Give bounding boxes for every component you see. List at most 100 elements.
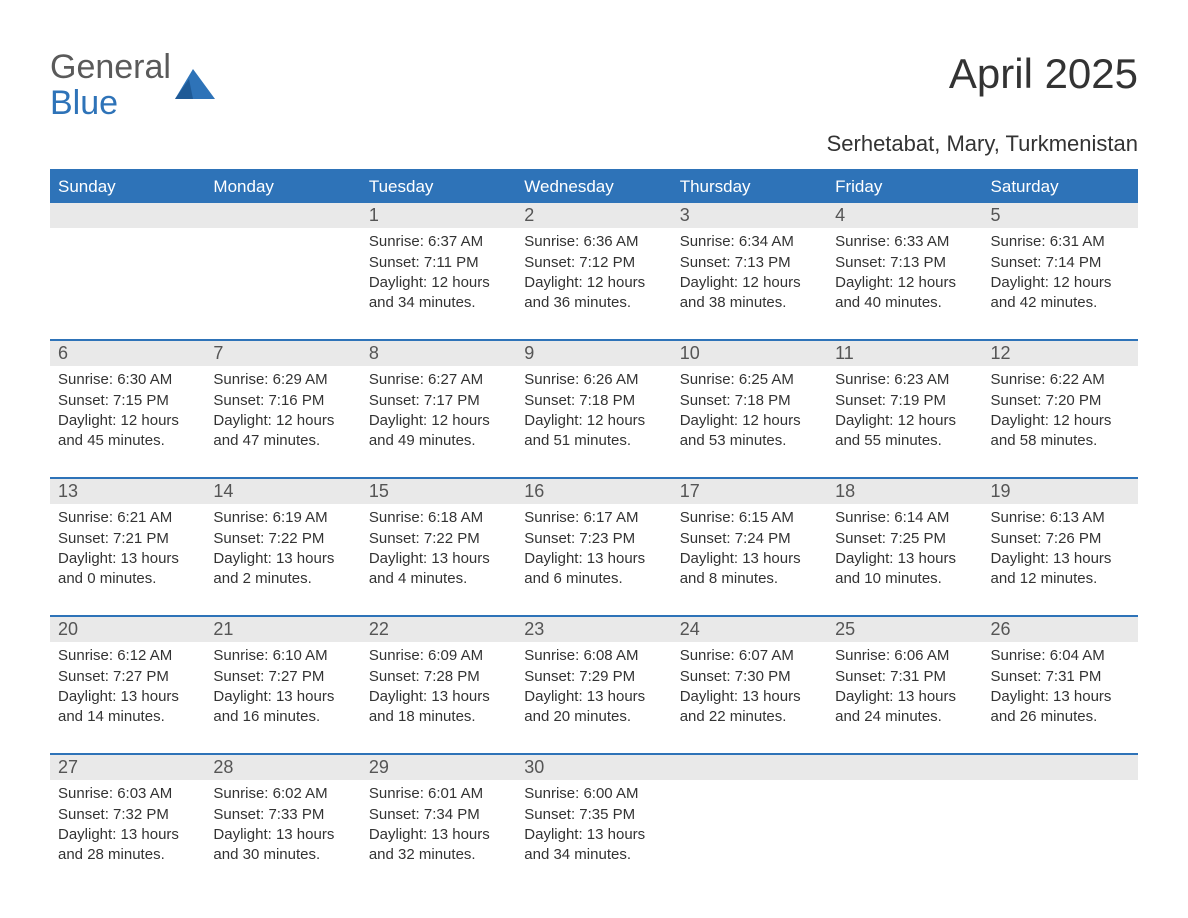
- sunrise-text: Sunrise: 6:12 AM: [58, 646, 197, 666]
- sunrise-text: Sunrise: 6:34 AM: [680, 232, 819, 252]
- day-header: Friday: [827, 171, 982, 203]
- day-header: Saturday: [983, 171, 1138, 203]
- day-number: 24: [672, 617, 827, 642]
- sunrise-text: Sunrise: 6:25 AM: [680, 370, 819, 390]
- daylight-text: Daylight: 12 hours and 53 minutes.: [680, 411, 819, 452]
- day-number: 14: [205, 479, 360, 504]
- day-number: 18: [827, 479, 982, 504]
- day-number: 6: [50, 341, 205, 366]
- day-number: 19: [983, 479, 1138, 504]
- daylight-text: Daylight: 13 hours and 12 minutes.: [991, 549, 1130, 590]
- daynum-row: 6789101112: [50, 341, 1138, 366]
- sunrise-text: Sunrise: 6:02 AM: [213, 784, 352, 804]
- day-cell: Sunrise: 6:27 AMSunset: 7:17 PMDaylight:…: [361, 366, 516, 465]
- day-cell: Sunrise: 6:14 AMSunset: 7:25 PMDaylight:…: [827, 504, 982, 603]
- sunrise-text: Sunrise: 6:27 AM: [369, 370, 508, 390]
- daylight-text: Daylight: 13 hours and 20 minutes.: [524, 687, 663, 728]
- day-cell: Sunrise: 6:25 AMSunset: 7:18 PMDaylight:…: [672, 366, 827, 465]
- daylight-text: Daylight: 12 hours and 42 minutes.: [991, 273, 1130, 314]
- day-cell: Sunrise: 6:12 AMSunset: 7:27 PMDaylight:…: [50, 642, 205, 741]
- day-header: Thursday: [672, 171, 827, 203]
- sunset-text: Sunset: 7:28 PM: [369, 667, 508, 687]
- sunset-text: Sunset: 7:20 PM: [991, 391, 1130, 411]
- sunset-text: Sunset: 7:25 PM: [835, 529, 974, 549]
- sunrise-text: Sunrise: 6:17 AM: [524, 508, 663, 528]
- day-cell: Sunrise: 6:02 AMSunset: 7:33 PMDaylight:…: [205, 780, 360, 879]
- sunrise-text: Sunrise: 6:01 AM: [369, 784, 508, 804]
- day-number: 7: [205, 341, 360, 366]
- day-number: 16: [516, 479, 671, 504]
- day-number: 28: [205, 755, 360, 780]
- sunset-text: Sunset: 7:11 PM: [369, 253, 508, 273]
- sunset-text: Sunset: 7:16 PM: [213, 391, 352, 411]
- day-number: [50, 203, 205, 228]
- day-cell: Sunrise: 6:37 AMSunset: 7:11 PMDaylight:…: [361, 228, 516, 327]
- sunrise-text: Sunrise: 6:07 AM: [680, 646, 819, 666]
- day-number: 2: [516, 203, 671, 228]
- sunset-text: Sunset: 7:23 PM: [524, 529, 663, 549]
- day-number: 11: [827, 341, 982, 366]
- week-row: 27282930Sunrise: 6:03 AMSunset: 7:32 PMD…: [50, 753, 1138, 879]
- sunrise-text: Sunrise: 6:26 AM: [524, 370, 663, 390]
- sunset-text: Sunset: 7:26 PM: [991, 529, 1130, 549]
- daylight-text: Daylight: 12 hours and 51 minutes.: [524, 411, 663, 452]
- sunset-text: Sunset: 7:33 PM: [213, 805, 352, 825]
- sunset-text: Sunset: 7:27 PM: [58, 667, 197, 687]
- daylight-text: Daylight: 12 hours and 36 minutes.: [524, 273, 663, 314]
- day-cell: Sunrise: 6:07 AMSunset: 7:30 PMDaylight:…: [672, 642, 827, 741]
- sunset-text: Sunset: 7:34 PM: [369, 805, 508, 825]
- sunrise-text: Sunrise: 6:19 AM: [213, 508, 352, 528]
- calendar: Sunday Monday Tuesday Wednesday Thursday…: [50, 169, 1138, 879]
- day-number: [205, 203, 360, 228]
- daynum-row: 12345: [50, 203, 1138, 228]
- sunrise-text: Sunrise: 6:23 AM: [835, 370, 974, 390]
- daydata-row: Sunrise: 6:12 AMSunset: 7:27 PMDaylight:…: [50, 642, 1138, 741]
- sunset-text: Sunset: 7:13 PM: [680, 253, 819, 273]
- daylight-text: Daylight: 13 hours and 26 minutes.: [991, 687, 1130, 728]
- daylight-text: Daylight: 13 hours and 16 minutes.: [213, 687, 352, 728]
- daydata-row: Sunrise: 6:03 AMSunset: 7:32 PMDaylight:…: [50, 780, 1138, 879]
- location: Serhetabat, Mary, Turkmenistan: [50, 131, 1138, 157]
- day-number: 3: [672, 203, 827, 228]
- day-cell: Sunrise: 6:13 AMSunset: 7:26 PMDaylight:…: [983, 504, 1138, 603]
- sunset-text: Sunset: 7:30 PM: [680, 667, 819, 687]
- day-cell: [827, 780, 982, 879]
- day-cell: Sunrise: 6:23 AMSunset: 7:19 PMDaylight:…: [827, 366, 982, 465]
- daylight-text: Daylight: 12 hours and 58 minutes.: [991, 411, 1130, 452]
- sunset-text: Sunset: 7:21 PM: [58, 529, 197, 549]
- day-number: 29: [361, 755, 516, 780]
- daylight-text: Daylight: 13 hours and 0 minutes.: [58, 549, 197, 590]
- sunrise-text: Sunrise: 6:13 AM: [991, 508, 1130, 528]
- sunrise-text: Sunrise: 6:08 AM: [524, 646, 663, 666]
- sunset-text: Sunset: 7:12 PM: [524, 253, 663, 273]
- sunset-text: Sunset: 7:24 PM: [680, 529, 819, 549]
- week-row: 6789101112 Sunrise: 6:30 AMSunset: 7:15 P…: [50, 339, 1138, 465]
- day-cell: Sunrise: 6:00 AMSunset: 7:35 PMDaylight:…: [516, 780, 671, 879]
- sunset-text: Sunset: 7:15 PM: [58, 391, 197, 411]
- day-number: 8: [361, 341, 516, 366]
- day-number: 20: [50, 617, 205, 642]
- sunrise-text: Sunrise: 6:33 AM: [835, 232, 974, 252]
- title-block: April 2025: [949, 50, 1138, 98]
- daylight-text: Daylight: 12 hours and 47 minutes.: [213, 411, 352, 452]
- sunrise-text: Sunrise: 6:29 AM: [213, 370, 352, 390]
- sunrise-text: Sunrise: 6:04 AM: [991, 646, 1130, 666]
- sunrise-text: Sunrise: 6:30 AM: [58, 370, 197, 390]
- daylight-text: Daylight: 13 hours and 10 minutes.: [835, 549, 974, 590]
- day-cell: [672, 780, 827, 879]
- sunset-text: Sunset: 7:22 PM: [213, 529, 352, 549]
- sunrise-text: Sunrise: 6:06 AM: [835, 646, 974, 666]
- daylight-text: Daylight: 12 hours and 49 minutes.: [369, 411, 508, 452]
- week-row: 13141516171819Sunrise: 6:21 AMSunset: 7:…: [50, 477, 1138, 603]
- day-cell: Sunrise: 6:36 AMSunset: 7:12 PMDaylight:…: [516, 228, 671, 327]
- week-row: 12345Sunrise: 6:37 AMSunset: 7:11 PMDayl…: [50, 203, 1138, 327]
- sunset-text: Sunset: 7:27 PM: [213, 667, 352, 687]
- daylight-text: Daylight: 13 hours and 14 minutes.: [58, 687, 197, 728]
- sunrise-text: Sunrise: 6:14 AM: [835, 508, 974, 528]
- sunset-text: Sunset: 7:17 PM: [369, 391, 508, 411]
- daylight-text: Daylight: 12 hours and 45 minutes.: [58, 411, 197, 452]
- daylight-text: Daylight: 12 hours and 40 minutes.: [835, 273, 974, 314]
- day-cell: [205, 228, 360, 327]
- sunset-text: Sunset: 7:32 PM: [58, 805, 197, 825]
- day-number: 21: [205, 617, 360, 642]
